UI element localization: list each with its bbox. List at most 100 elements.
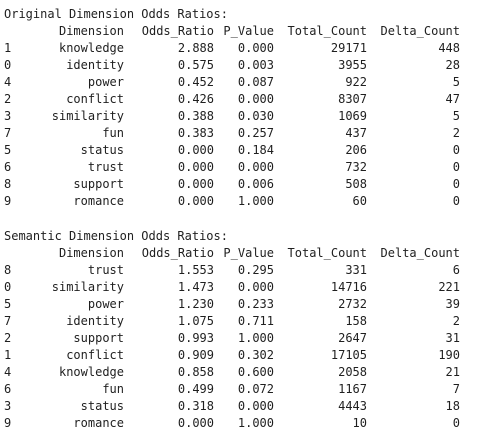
p-value-cell: 0.257 — [237, 126, 274, 140]
row-index-cell: 5 — [4, 297, 12, 311]
semantic-header-row: Dimension Odds_Ratio P_Value Total_Count… — [0, 245, 496, 262]
odds-ratio-cell: 0.575 — [177, 58, 214, 72]
table-row: 0 identity 0.575 0.003 3955 28 — [0, 57, 496, 74]
total-count-cell: 2732 — [338, 297, 367, 311]
dimension-cell: support — [73, 177, 124, 191]
table-row: 2 conflict 0.426 0.000 8307 47 — [0, 91, 496, 108]
row-index-cell: 8 — [4, 177, 12, 191]
table-row: 5 power 1.230 0.233 2732 39 — [0, 296, 496, 313]
table-row: 3 similarity 0.388 0.030 1069 5 — [0, 108, 496, 125]
table-row: 4 knowledge 0.858 0.600 2058 21 — [0, 364, 496, 381]
table-row: 5 status 0.000 0.184 206 0 — [0, 142, 496, 159]
odds-ratio-cell: 1.075 — [177, 314, 214, 328]
odds-ratio-cell: 0.000 — [177, 177, 214, 191]
delta-count-cell: 21 — [445, 365, 460, 379]
p-value-cell: 0.003 — [237, 58, 274, 72]
odds-ratio-cell: 0.000 — [177, 143, 214, 157]
table-row: 0 similarity 1.473 0.000 14716 221 — [0, 279, 496, 296]
column-header-odds-ratio: Odds_Ratio — [141, 24, 214, 38]
p-value-cell: 0.302 — [237, 348, 274, 362]
p-value-cell: 1.000 — [237, 194, 274, 208]
delta-count-cell: 5 — [452, 75, 460, 89]
total-count-cell: 922 — [345, 75, 367, 89]
table-row: 6 fun 0.499 0.072 1167 7 — [0, 381, 496, 398]
delta-count-cell: 5 — [452, 109, 460, 123]
delta-count-cell: 190 — [438, 348, 460, 362]
p-value-cell: 0.711 — [237, 314, 274, 328]
delta-count-cell: 0 — [452, 416, 460, 430]
dimension-cell: similarity — [51, 109, 124, 123]
p-value-cell: 0.000 — [237, 160, 274, 174]
delta-count-cell: 39 — [445, 297, 460, 311]
dimension-cell: romance — [73, 416, 124, 430]
p-value-cell: 0.006 — [237, 177, 274, 191]
p-value-cell: 0.000 — [237, 399, 274, 413]
odds-ratio-cell: 0.993 — [177, 331, 214, 345]
odds-ratio-cell: 0.858 — [177, 365, 214, 379]
delta-count-cell: 18 — [445, 399, 460, 413]
table-row: 8 support 0.000 0.006 508 0 — [0, 176, 496, 193]
total-count-cell: 29171 — [330, 41, 367, 55]
odds-ratio-cell: 0.426 — [177, 92, 214, 106]
dimension-cell: trust — [87, 263, 124, 277]
odds-ratio-cell: 0.388 — [177, 109, 214, 123]
total-count-cell: 1069 — [338, 109, 367, 123]
total-count-cell: 206 — [345, 143, 367, 157]
dimension-cell: conflict — [66, 92, 124, 106]
column-header-p-value: P_Value — [223, 24, 274, 38]
total-count-cell: 8307 — [338, 92, 367, 106]
delta-count-cell: 0 — [452, 194, 460, 208]
row-index-cell: 4 — [4, 75, 12, 89]
p-value-cell: 0.184 — [237, 143, 274, 157]
delta-count-cell: 0 — [452, 143, 460, 157]
delta-count-cell: 221 — [438, 280, 460, 294]
row-index-cell: 2 — [4, 331, 12, 345]
p-value-cell: 0.087 — [237, 75, 274, 89]
row-index-cell: 3 — [4, 399, 12, 413]
p-value-cell: 0.000 — [237, 280, 274, 294]
total-count-cell: 1167 — [338, 382, 367, 396]
total-count-cell: 14716 — [330, 280, 367, 294]
column-header-delta-count: Delta_Count — [380, 246, 460, 260]
table-row: 9 romance 0.000 1.000 10 0 — [0, 415, 496, 432]
dimension-cell: support — [73, 331, 124, 345]
row-index-cell: 3 — [4, 109, 12, 123]
dimension-cell: fun — [102, 126, 124, 140]
row-index-cell: 0 — [4, 58, 12, 72]
p-value-cell: 1.000 — [237, 416, 274, 430]
row-index-cell: 7 — [4, 126, 12, 140]
original-header-row: Dimension Odds_Ratio P_Value Total_Count… — [0, 23, 496, 40]
table-row: 1 conflict 0.909 0.302 17105 190 — [0, 347, 496, 364]
p-value-cell: 1.000 — [237, 331, 274, 345]
delta-count-cell: 2 — [452, 314, 460, 328]
dimension-cell: knowledge — [58, 365, 124, 379]
column-header-odds-ratio: Odds_Ratio — [141, 246, 214, 260]
delta-count-cell: 0 — [452, 160, 460, 174]
dimension-cell: status — [80, 399, 124, 413]
total-count-cell: 437 — [345, 126, 367, 140]
p-value-cell: 0.233 — [237, 297, 274, 311]
table-row: 9 romance 0.000 1.000 60 0 — [0, 193, 496, 210]
row-index-cell: 0 — [4, 280, 12, 294]
row-index-cell: 4 — [4, 365, 12, 379]
odds-ratio-cell: 0.000 — [177, 194, 214, 208]
delta-count-cell: 31 — [445, 331, 460, 345]
total-count-cell: 10 — [352, 416, 367, 430]
dimension-cell: status — [80, 143, 124, 157]
row-index-cell: 7 — [4, 314, 12, 328]
table-title: Semantic Dimension Odds Ratios: — [4, 229, 228, 243]
table-row: 2 support 0.993 1.000 2647 31 — [0, 330, 496, 347]
dimension-cell: romance — [73, 194, 124, 208]
column-header-delta-count: Delta_Count — [380, 24, 460, 38]
row-index-cell: 9 — [4, 194, 12, 208]
semantic-title-line: Semantic Dimension Odds Ratios: — [0, 228, 228, 245]
row-index-cell: 1 — [4, 348, 12, 362]
odds-ratio-cell: 2.888 — [177, 41, 214, 55]
total-count-cell: 3955 — [338, 58, 367, 72]
original-title-line: Original Dimension Odds Ratios: — [0, 6, 228, 23]
total-count-cell: 508 — [345, 177, 367, 191]
column-header-total-count: Total_Count — [287, 246, 367, 260]
delta-count-cell: 47 — [445, 92, 460, 106]
table-title: Original Dimension Odds Ratios: — [4, 7, 228, 21]
